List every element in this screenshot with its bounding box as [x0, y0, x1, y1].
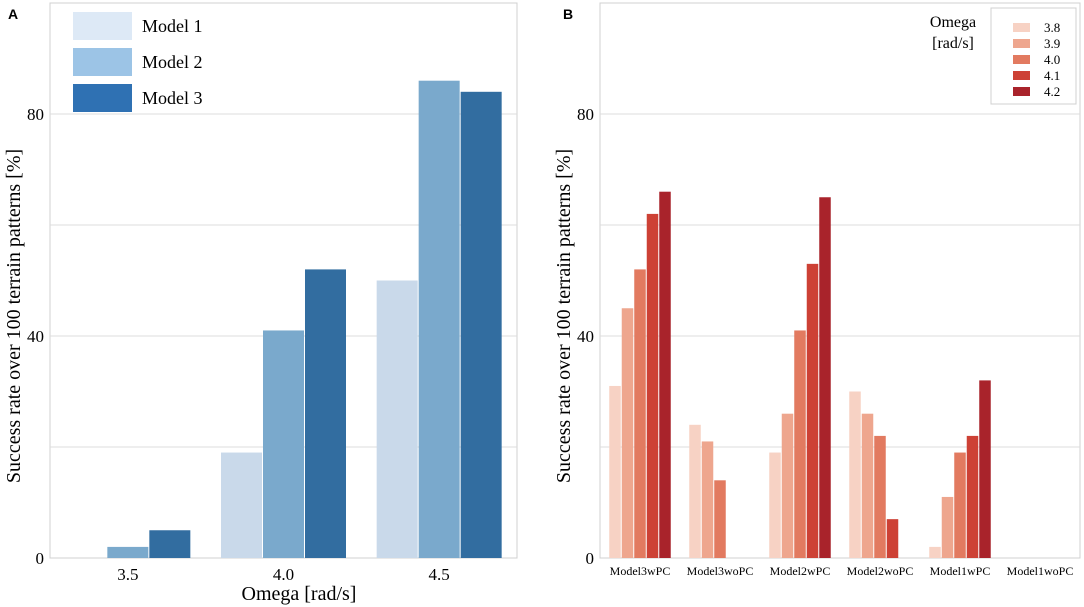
panel-b-y-axis-label: Success rate over 100 terrain patterns […: [553, 149, 575, 483]
panel-b-bar-omega-3-9: [941, 496, 954, 558]
panel-b-legend-label: 3.9: [1044, 36, 1060, 51]
panel-b-bar-omega-4-0: [794, 330, 806, 558]
panel-b-bar-omega-3-8: [689, 424, 701, 558]
panel-b-chart: 0 40 80 Model3wPC Model3woPC Model2wPC Model2w…: [577, 2, 1081, 578]
panel-b-bar-omega-4-0: [954, 452, 966, 558]
panel-a-legend-swatch: [73, 12, 132, 40]
panel-b-frame: [599, 2, 1081, 559]
panel-b-bar-omega-3-8: [769, 452, 781, 558]
panel-b-legend-swatch: [1013, 23, 1030, 32]
panel-b-bar-omega-3-9: [861, 413, 874, 558]
panel-a-bar-model-2: [263, 330, 304, 558]
panel-b-y-tick-label: 80: [577, 105, 594, 124]
panel-a-bar-model-3: [149, 530, 191, 558]
panel-a-x-tick-label: 4.0: [273, 565, 294, 584]
panel-a-bar-model-3: [305, 269, 346, 558]
panel-b-bar-omega-4-2: [659, 191, 671, 558]
panel-a-bar-model-2: [418, 80, 460, 558]
panel-b-bar-omega-4-2: [819, 197, 831, 558]
panel-b-letter: B: [563, 6, 573, 22]
panel-b-y-tick-label: 0: [586, 549, 595, 568]
panel-b-bar-omega-4-0: [874, 435, 886, 558]
panel-a-x-tick-label: 3.5: [117, 565, 138, 584]
panel-a-bar-model-3: [460, 91, 502, 559]
panel-b-legend-swatch: [1013, 55, 1030, 64]
panel-b-bar-omega-3-8: [609, 385, 621, 558]
panel-b-legend-title: Omega [rad/s]: [930, 14, 976, 52]
panel-b-legend-label: 4.1: [1044, 68, 1060, 83]
panel-a-bar-model-1: [221, 452, 262, 558]
panel-b-bar-omega-3-9: [781, 413, 794, 558]
panel-b-legend-label: 3.8: [1044, 20, 1060, 35]
panel-a-y-tick-label: 0: [36, 549, 45, 568]
panel-b-legend-swatch: [1013, 87, 1030, 96]
panel-b-x-tick-label: Model3wPC: [610, 564, 671, 578]
panel-b-bar-omega-4-0: [634, 269, 646, 558]
panel-b-y-tick-label: 40: [577, 327, 594, 346]
panel-b-bar-omega-3-9: [621, 308, 634, 558]
panel-b-x-tick-label: Model2wPC: [770, 564, 831, 578]
panel-b-legend-swatch: [1013, 39, 1030, 48]
panel-a-y-tick-label: 40: [27, 327, 44, 346]
panel-b-bar-omega-4-1: [806, 263, 819, 558]
panel-a-letter: A: [8, 6, 18, 22]
panel-a-bar-model-1: [376, 280, 418, 558]
panel-b-x-tick-label: Model1woPC: [1007, 564, 1074, 578]
panel-b-legend-box: [990, 7, 1077, 105]
panel-b-bar-omega-4-1: [886, 519, 899, 558]
panel-a-legend-swatch: [73, 48, 132, 76]
panel-b-legend-label: 4.0: [1044, 52, 1060, 67]
panel-b-x-tick-label: Model3woPC: [687, 564, 754, 578]
panel-a-y-tick-label: 80: [27, 105, 44, 124]
panel-b-legend-swatch: [1013, 71, 1030, 80]
panel-b-bar-omega-4-1: [966, 435, 979, 558]
panel-b-bar-omega-4-1: [646, 213, 659, 558]
panel-b-bar-omega-4-2: [979, 380, 991, 558]
panel-a-legend-label: Model 1: [142, 16, 203, 36]
panel-b-legend-label: 4.2: [1044, 84, 1060, 99]
panel-b-bar-omega-4-0: [714, 480, 726, 558]
panel-a-legend-swatch: [73, 84, 132, 112]
panel-b-x-tick-label: Model2woPC: [847, 564, 914, 578]
panel-a-legend-label: Model 3: [142, 88, 203, 108]
panel-a-y-axis-label: Success rate over 100 terrain patterns […: [3, 149, 25, 483]
panel-b-bar-omega-3-8: [929, 546, 941, 558]
panel-a-x-tick-label: 4.5: [429, 565, 450, 584]
panel-a-x-axis-label: Omega [rad/s]: [242, 583, 357, 605]
panel-b-bar-omega-3-9: [701, 441, 714, 558]
panel-b-bar-omega-3-8: [849, 391, 861, 558]
panel-b-x-tick-label: Model1wPC: [930, 564, 991, 578]
panel-a-legend-label: Model 2: [142, 52, 203, 72]
panel-a-chart: 0 40 80 3.5 4.0 4.5 Model 1 Model 2 Model 3: [27, 2, 518, 584]
panel-a-bar-model-2: [107, 546, 149, 558]
